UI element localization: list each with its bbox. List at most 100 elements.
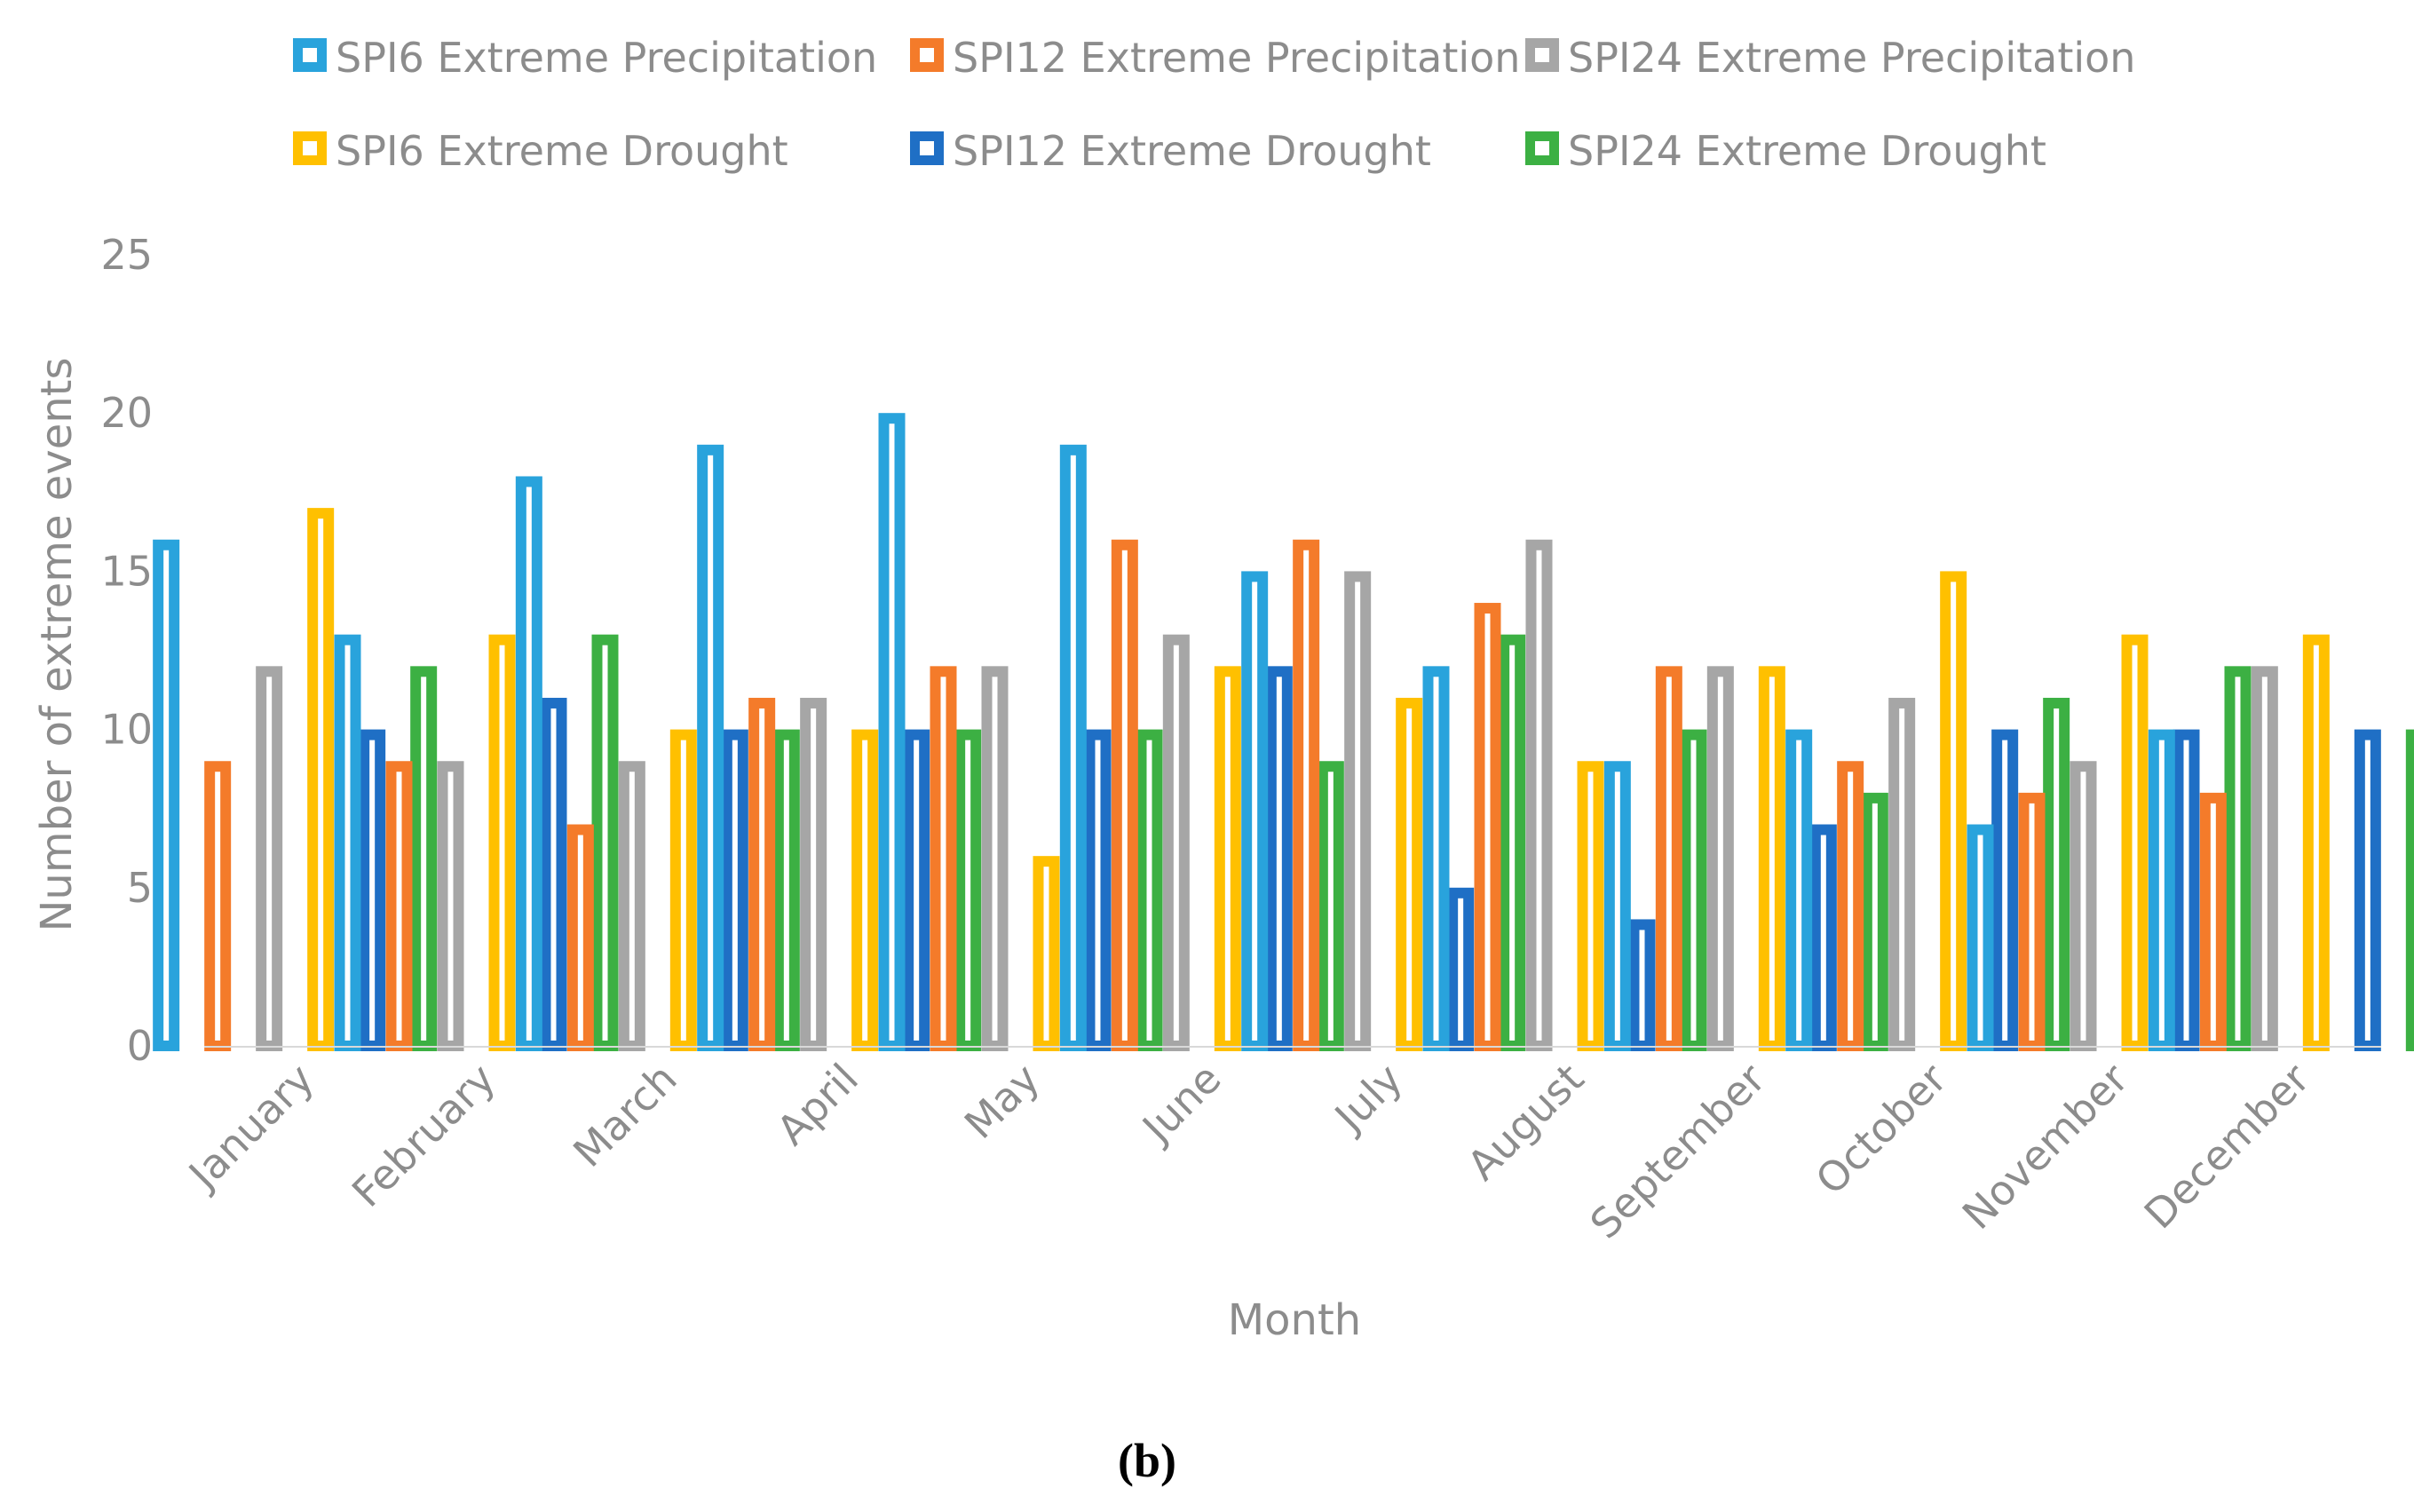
legend-item-spi12-extreme-precipitation: SPI12 Extreme Precipitation bbox=[910, 34, 1520, 82]
bar-spi6-extreme-drought-may: SPI6 Extreme Drought — May: 6 bbox=[1033, 856, 1060, 1051]
bar-spi6-extreme-drought-october: SPI6 Extreme Drought — October: 15 bbox=[1940, 571, 1967, 1051]
bar-spi12-extreme-drought-january: SPI12 Extreme Drought — January: 10 bbox=[359, 729, 386, 1051]
bar-spi6-extreme-precipitation-april: SPI6 Extreme Precipitation — April: 19 bbox=[697, 444, 724, 1051]
bar-spi6-extreme-drought-january: SPI6 Extreme Drought — January: 17 bbox=[307, 508, 335, 1051]
bar-spi6-extreme-precipitation-november: SPI6 Extreme Precipitation — November: 7 bbox=[1967, 824, 1994, 1052]
bar-spi12-extreme-drought-february: SPI12 Extreme Drought — February: 11 bbox=[540, 697, 567, 1052]
legend-label-spi24-extreme-precipitation: SPI24 Extreme Precipitation bbox=[1568, 34, 2135, 82]
bar-spi12-extreme-drought-april: SPI12 Extreme Drought — April: 10 bbox=[903, 729, 930, 1051]
bar-spi6-extreme-drought-june: SPI6 Extreme Drought — June: 12 bbox=[1214, 666, 1241, 1051]
bar-spi12-extreme-precipitation-april: SPI12 Extreme Precipitation — April: 11 bbox=[748, 697, 776, 1052]
bar-group-july: SPI6 Extreme Precipitation — July: 15SPI… bbox=[1241, 539, 1526, 1052]
legend-swatch-spi24-extreme-drought bbox=[1525, 131, 1559, 165]
bar-spi24-extreme-drought-april: SPI24 Extreme Drought — April: 10 bbox=[954, 729, 982, 1051]
bar-spi6-extreme-drought-november: SPI6 Extreme Drought — November: 13 bbox=[2121, 634, 2149, 1051]
legend-swatch-spi6-extreme-precipitation bbox=[293, 38, 327, 72]
bar-spi24-extreme-drought-march: SPI24 Extreme Drought — March: 10 bbox=[772, 729, 800, 1051]
legend-item-spi6-extreme-precipitation: SPI6 Extreme Precipitation bbox=[293, 34, 877, 82]
y-tick-label-5: 5 bbox=[127, 864, 153, 912]
y-tick-label-20: 20 bbox=[100, 389, 153, 437]
bar-group-november: SPI6 Extreme Precipitation — November: 7… bbox=[1967, 634, 2252, 1052]
bar-group-february: SPI6 Extreme Precipitation — February: 1… bbox=[334, 634, 619, 1052]
legend-label-spi6-extreme-precipitation: SPI6 Extreme Precipitation bbox=[336, 34, 877, 82]
bar-spi24-extreme-drought-may: SPI24 Extreme Drought — May: 10 bbox=[1136, 729, 1163, 1051]
chart-legend: SPI6 Extreme Precipitation SPI12 Extreme … bbox=[293, 34, 2135, 175]
bar-spi24-extreme-drought-january: SPI24 Extreme Drought — January: 12 bbox=[410, 666, 438, 1051]
bar-spi12-extreme-precipitation-october: SPI12 Extreme Precipitation — October: 9 bbox=[1837, 761, 1864, 1051]
x-tick-label-june: June bbox=[1131, 1055, 1230, 1153]
bar-spi24-extreme-drought-november: SPI24 Extreme Drought — November: 12 bbox=[2224, 666, 2252, 1051]
chart-bars: SPI6 Extreme Precipitation — January: 16… bbox=[153, 413, 2414, 1052]
bar-spi24-extreme-drought-september: SPI24 Extreme Drought — September: 8 bbox=[1861, 792, 1888, 1051]
x-tick-label-july: July bbox=[1324, 1055, 1412, 1143]
x-tick-label-november: November bbox=[1953, 1055, 2137, 1239]
bar-spi12-extreme-drought-august: SPI12 Extreme Drought — August: 4 bbox=[1628, 919, 1656, 1051]
x-tick-label-september: September bbox=[1581, 1055, 1775, 1248]
bar-spi12-extreme-precipitation-september: SPI12 Extreme Precipitation — September:… bbox=[1655, 666, 1682, 1051]
legend-swatch-spi12-extreme-drought bbox=[910, 131, 944, 165]
legend-item-spi24-extreme-precipitation: SPI24 Extreme Precipitation bbox=[1525, 34, 2135, 82]
x-tick-label-april: April bbox=[767, 1055, 867, 1155]
bar-spi6-extreme-drought-february: SPI6 Extreme Drought — February: 13 bbox=[488, 634, 516, 1051]
legend-swatch-spi24-extreme-precipitation bbox=[1525, 38, 1559, 72]
x-tick-label-august: August bbox=[1458, 1055, 1593, 1190]
bar-group-september: SPI6 Extreme Precipitation — September: … bbox=[1603, 666, 1888, 1052]
bar-spi6-extreme-drought-august: SPI6 Extreme Drought — August: 9 bbox=[1577, 761, 1604, 1051]
bar-spi12-extreme-precipitation-december: SPI12 Extreme Precipitation — December: … bbox=[2199, 792, 2227, 1051]
x-tick-label-october: October bbox=[1807, 1055, 1956, 1204]
bar-spi24-extreme-precipitation-may: SPI24 Extreme Precipitation — May: 12 bbox=[981, 666, 1009, 1051]
legend-label-spi24-extreme-drought: SPI24 Extreme Drought bbox=[1568, 127, 2046, 175]
bar-spi24-extreme-drought-august: SPI24 Extreme Drought — August: 10 bbox=[1680, 729, 1707, 1051]
bar-group-january: SPI6 Extreme Precipitation — January: 16… bbox=[153, 508, 438, 1051]
bar-spi12-extreme-precipitation-july: SPI12 Extreme Precipitation — July: 16 bbox=[1293, 539, 1320, 1051]
legend-label-spi12-extreme-precipitation: SPI12 Extreme Precipitation bbox=[953, 34, 1520, 82]
legend-swatch-spi6-extreme-drought bbox=[293, 131, 327, 165]
x-tick-label-december: December bbox=[2135, 1055, 2319, 1239]
bar-spi6-extreme-precipitation-september: SPI6 Extreme Precipitation — September: … bbox=[1603, 761, 1631, 1051]
bar-spi6-extreme-precipitation-may: SPI6 Extreme Precipitation — May: 20 bbox=[878, 413, 906, 1051]
bar-spi24-extreme-drought-february: SPI24 Extreme Drought — February: 13 bbox=[591, 634, 619, 1051]
bar-spi6-extreme-precipitation-july: SPI6 Extreme Precipitation — July: 15 bbox=[1241, 571, 1269, 1051]
legend-swatch-spi12-extreme-precipitation bbox=[910, 38, 944, 72]
bar-spi6-extreme-precipitation-october: SPI6 Extreme Precipitation — October: 10 bbox=[1785, 729, 1813, 1051]
bar-spi24-extreme-drought-december: SPI24 Extreme Drought — December: 10 bbox=[2405, 729, 2414, 1051]
bar-spi6-extreme-precipitation-january: SPI6 Extreme Precipitation — January: 16 bbox=[153, 539, 180, 1051]
bar-group-april: SPI6 Extreme Precipitation — April: 19SP… bbox=[697, 444, 982, 1052]
bar-spi12-extreme-precipitation-february: SPI12 Extreme Precipitation — February: … bbox=[385, 761, 413, 1051]
x-tick-label-may: May bbox=[955, 1055, 1049, 1148]
bar-spi12-extreme-drought-march: SPI12 Extreme Drought — March: 10 bbox=[721, 729, 748, 1051]
bar-spi12-extreme-precipitation-january: SPI12 Extreme Precipitation — January: 9 bbox=[204, 761, 232, 1051]
y-tick-label-0: 0 bbox=[127, 1022, 153, 1070]
legend-label-spi6-extreme-drought: SPI6 Extreme Drought bbox=[336, 127, 788, 175]
y-axis: 0 5 10 15 20 25 bbox=[100, 231, 153, 1070]
bar-spi6-extreme-precipitation-june: SPI6 Extreme Precipitation — June: 19 bbox=[1059, 444, 1087, 1051]
bar-group-june: SPI6 Extreme Precipitation — June: 19 SPI… bbox=[1059, 444, 1344, 1051]
bar-spi24-extreme-precipitation-april: SPI24 Extreme Precipitation — April: 11 bbox=[800, 697, 827, 1052]
bar-spi12-extreme-drought-june: SPI12 Extreme Drought — June: 12 bbox=[1265, 666, 1293, 1051]
bar-spi6-extreme-precipitation-february: SPI6 Extreme Precipitation — February: 1… bbox=[334, 634, 361, 1051]
bar-spi6-extreme-precipitation-march: SPI6 Extreme Precipitation — March: 18 bbox=[515, 476, 542, 1051]
bar-spi6-extreme-drought-september: SPI6 Extreme Drought — September: 12 bbox=[1758, 666, 1785, 1051]
y-tick-label-10: 10 bbox=[100, 706, 153, 754]
bar-spi24-extreme-drought-october: SPI24 Extreme Drought — October: 11 bbox=[2043, 697, 2070, 1052]
bar-spi24-extreme-precipitation-november: SPI24 Extreme Precipitation — November: … bbox=[2070, 761, 2097, 1051]
legend-item-spi6-extreme-drought: SPI6 Extreme Drought bbox=[293, 127, 788, 175]
legend-item-spi12-extreme-drought: SPI12 Extreme Drought bbox=[910, 127, 1431, 175]
bar-spi12-extreme-precipitation-june: SPI12 Extreme Precipitation — June: 16 bbox=[1111, 539, 1138, 1051]
bar-spi12-extreme-precipitation-march: SPI12 Extreme Precipitation — March: 7 bbox=[566, 824, 594, 1052]
bar-spi12-extreme-drought-december: SPI12 Extreme Drought — December: 10 bbox=[2354, 729, 2381, 1051]
bar-spi6-extreme-drought-july: SPI6 Extreme Drought — July: 11 bbox=[1396, 697, 1423, 1052]
y-axis-title: Number of extreme events bbox=[32, 358, 82, 932]
legend-label-spi12-extreme-drought: SPI12 Extreme Drought bbox=[953, 127, 1431, 175]
bar-spi12-extreme-precipitation-may: SPI12 Extreme Precipitation — May: 12 bbox=[930, 666, 957, 1051]
x-axis-title: Month bbox=[1228, 1295, 1361, 1345]
bar-spi24-extreme-precipitation-june: SPI24 Extreme Precipitation — June: 13 bbox=[1162, 634, 1190, 1051]
bar-spi12-extreme-drought-september: SPI12 Extreme Drought — September: 7 bbox=[1809, 824, 1837, 1052]
bar-spi24-extreme-precipitation-march: SPI24 Extreme Precipitation — March: 9 bbox=[618, 761, 645, 1051]
bar-spi6-extreme-drought-april: SPI6 Extreme Drought — April: 10 bbox=[851, 729, 879, 1051]
bar-spi24-extreme-precipitation-august: SPI24 Extreme Precipitation — August: 16 bbox=[1525, 539, 1553, 1051]
bar-spi12-extreme-drought-november: SPI12 Extreme Drought — November: 10 bbox=[2173, 729, 2200, 1051]
bar-spi24-extreme-precipitation-december: SPI24 Extreme Precipitation — December: … bbox=[2251, 666, 2278, 1051]
bar-spi24-extreme-precipitation-january: SPI24 Extreme Precipitation — January: 1… bbox=[256, 666, 283, 1051]
